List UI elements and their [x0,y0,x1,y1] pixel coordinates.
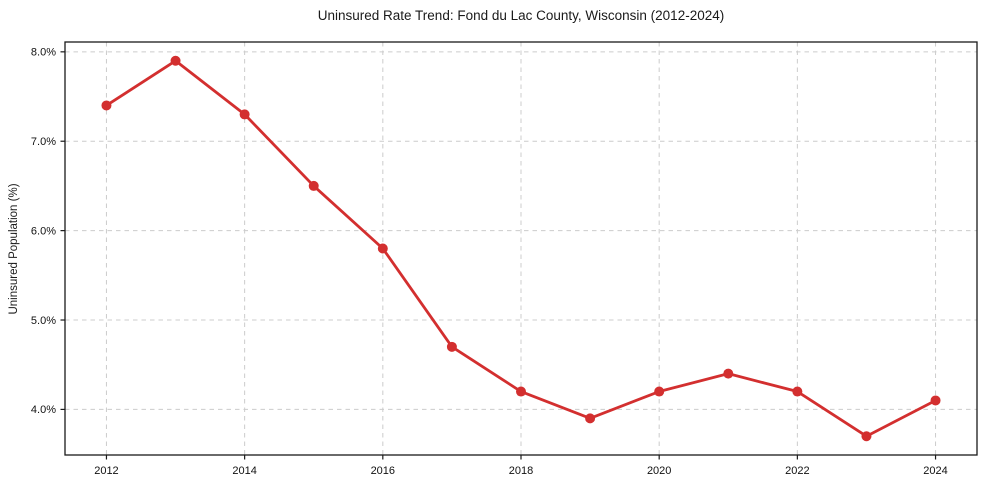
x-tick-label: 2016 [371,465,395,477]
data-point [170,55,181,66]
y-tick-label: 6.0% [31,225,56,237]
data-point [377,243,388,254]
x-tick-label: 2012 [94,465,118,477]
data-point [516,386,526,397]
y-tick-label: 7.0% [31,136,56,148]
y-tick-label: 5.0% [31,315,56,327]
data-point [308,180,319,191]
data-point [723,368,734,379]
data-point [585,413,596,424]
x-tick-label: 2014 [232,465,256,477]
data-point [792,386,803,397]
data-point [654,386,665,397]
x-tick-label: 2020 [647,465,671,477]
y-tick-label: 8.0% [31,47,56,59]
data-point [239,109,250,120]
data-point [101,100,112,111]
x-tick-label: 2018 [509,465,533,477]
data-point [930,395,941,406]
x-tick-label: 2022 [785,465,809,477]
data-point [446,341,457,352]
x-tick-label: 2024 [923,465,947,477]
data-point [861,431,872,442]
chart-title: Uninsured Rate Trend: Fond du Lac County… [317,8,725,23]
y-tick-label: 4.0% [31,404,56,416]
